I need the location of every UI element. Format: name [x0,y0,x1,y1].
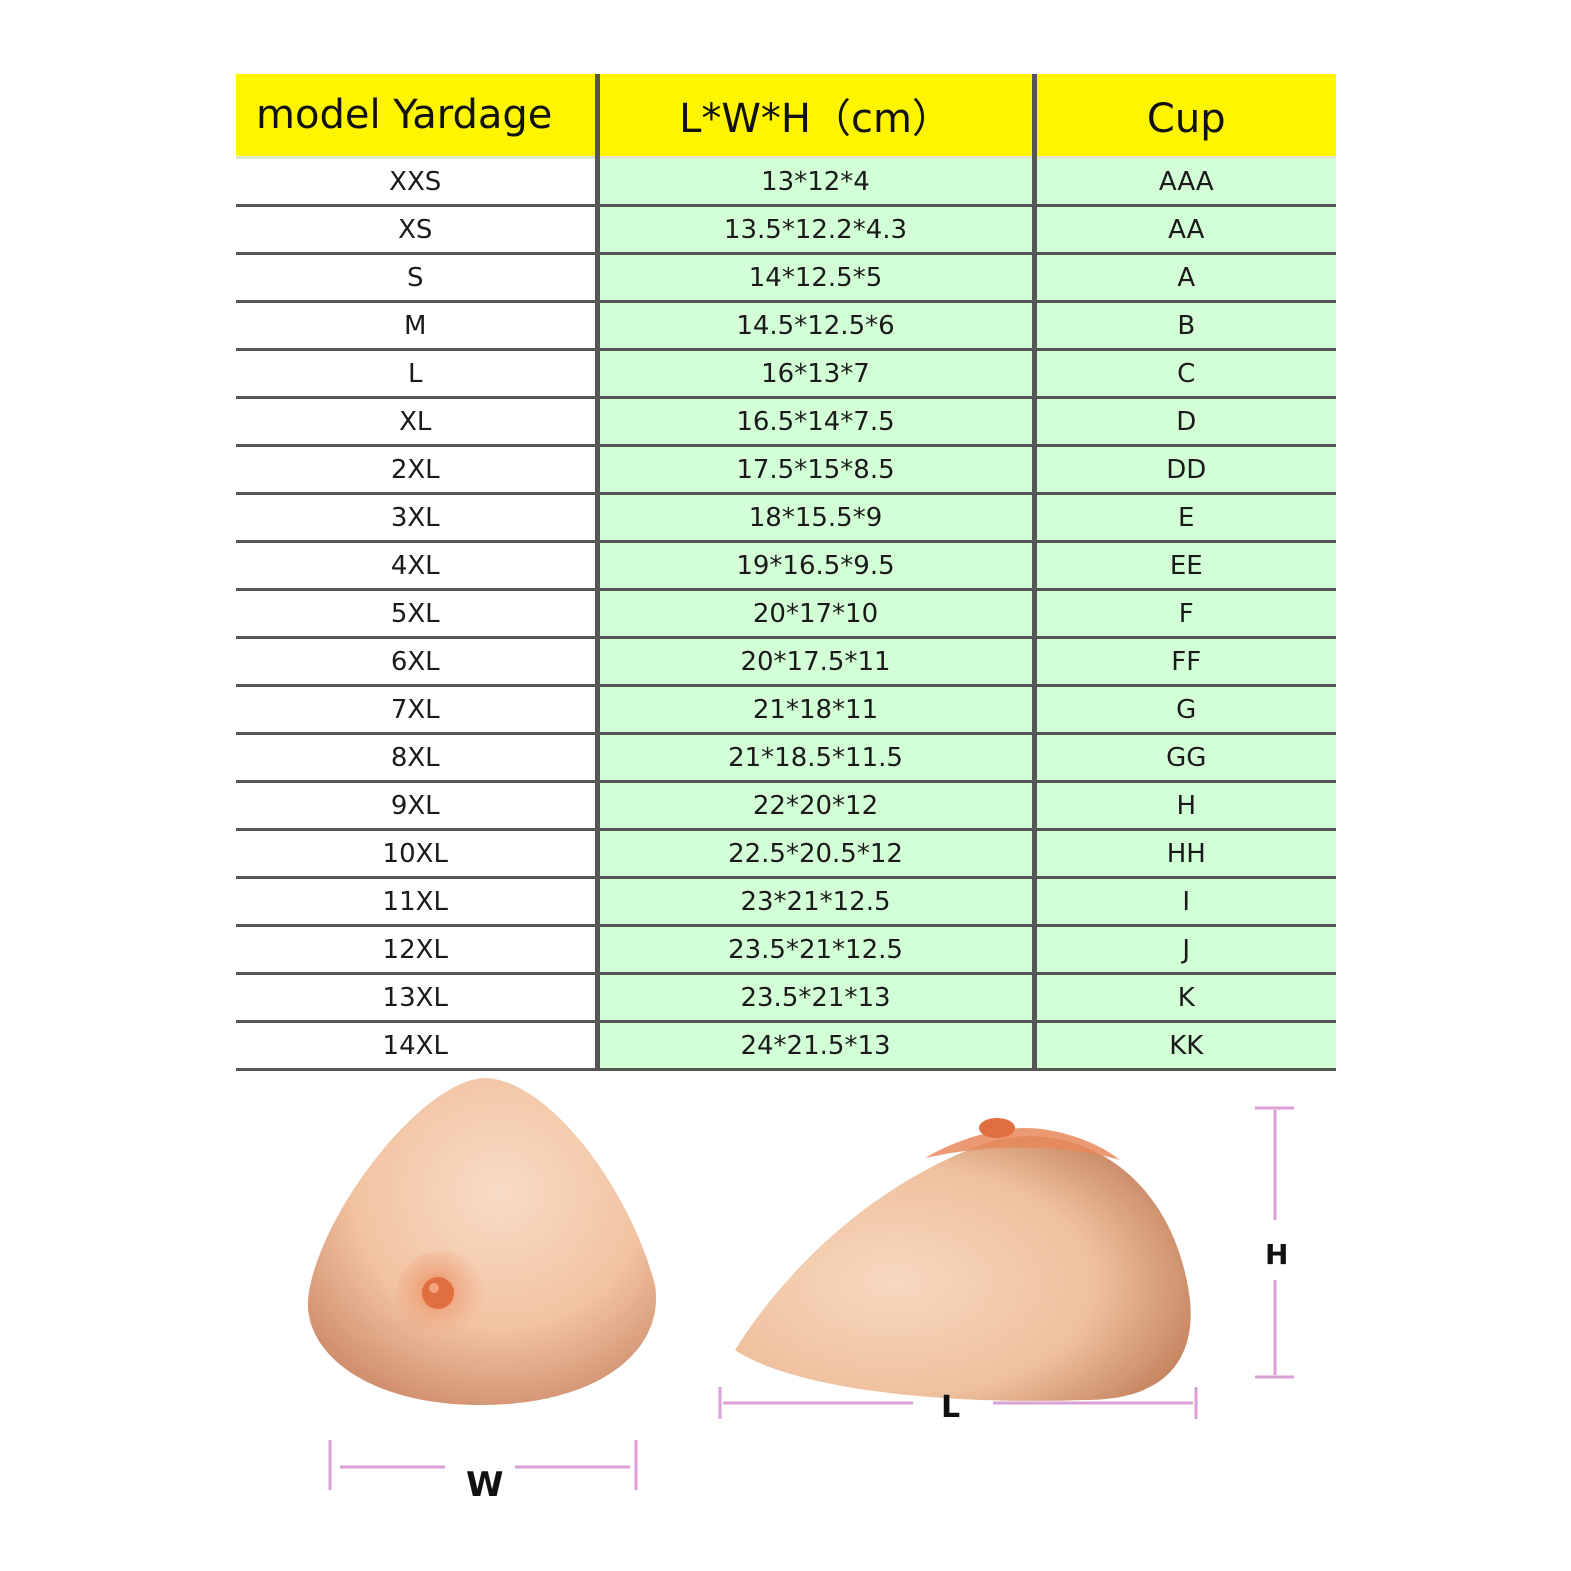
size-cell: 11XL [236,877,597,927]
front-view-photo [307,1078,657,1405]
size-cell: 10XL [236,829,597,879]
length-dimension-indicator [718,1387,1198,1419]
dimensions-cell: 18*15.5*9 [594,493,1034,543]
height-dimension-indicator [1255,1106,1294,1379]
length-label: L [941,1390,961,1425]
header-cup: Cup [1031,74,1336,159]
dimensions-cell: 16*13*7 [594,349,1034,399]
width-dimension-indicator [328,1440,638,1490]
cup-cell: K [1031,973,1336,1023]
table-row: 5XL 20*17*10 F [236,589,1336,639]
table-row: 13XL 23.5*21*13 K [236,973,1336,1023]
dimensions-cell: 20*17.5*11 [594,637,1034,687]
side-view-photo [735,1118,1191,1401]
cup-cell: D [1031,397,1336,447]
table-row: 9XL 22*20*12 H [236,781,1336,831]
size-cell: 5XL [236,589,597,639]
size-cell: 12XL [236,925,597,975]
dimensions-cell: 23.5*21*13 [594,973,1034,1023]
table-row: 7XL 21*18*11 G [236,685,1336,735]
size-chart-table: model Yardage L*W*H（cm） Cup XXS 13*12*4 AA… [236,74,1336,1071]
dimensions-cell: 20*17*10 [594,589,1034,639]
table-row: XXS 13*12*4 AAA [236,157,1336,207]
cup-cell: FF [1031,637,1336,687]
size-cell: XL [236,397,597,447]
size-cell: 2XL [236,445,597,495]
size-table-body: XXS 13*12*4 AAA XS 13.5*12.2*4.3 AA S 14*12.5*5… [236,157,1336,1071]
dimensions-cell: 21*18.5*11.5 [594,733,1034,783]
cup-cell: F [1031,589,1336,639]
dimensions-cell: 13*12*4 [594,157,1034,207]
table-row: XL 16.5*14*7.5 D [236,397,1336,447]
table-row: 8XL 21*18.5*11.5 GG [236,733,1336,783]
dimension-diagram: W L H [0,1060,1571,1571]
size-cell: S [236,253,597,303]
table-row: S 14*12.5*5 A [236,253,1336,303]
height-label: H [1265,1238,1289,1271]
table-row: 2XL 17.5*15*8.5 DD [236,445,1336,495]
size-cell: 8XL [236,733,597,783]
table-row: 14XL 24*21.5*13 KK [236,1021,1336,1071]
cup-cell: C [1031,349,1336,399]
size-cell: 3XL [236,493,597,543]
table-row: 6XL 20*17.5*11 FF [236,637,1336,687]
cup-cell: AA [1031,205,1336,255]
table-row: 10XL 22.5*20.5*12 HH [236,829,1336,879]
cup-cell: AAA [1031,157,1336,207]
width-label: W [466,1465,504,1505]
cup-cell: EE [1031,541,1336,591]
cup-cell: E [1031,493,1336,543]
cup-cell: HH [1031,829,1336,879]
cup-cell: B [1031,301,1336,351]
dimensions-cell: 22.5*20.5*12 [594,829,1034,879]
dimensions-cell: 14.5*12.5*6 [594,301,1034,351]
cup-cell: GG [1031,733,1336,783]
size-cell: 4XL [236,541,597,591]
table-row: XS 13.5*12.2*4.3 AA [236,205,1336,255]
table-row: L 16*13*7 C [236,349,1336,399]
header-dimensions: L*W*H（cm） [594,74,1034,159]
size-cell: 7XL [236,685,597,735]
cup-cell: KK [1031,1021,1336,1071]
dimensions-cell: 24*21.5*13 [594,1021,1034,1071]
dimensions-cell: 22*20*12 [594,781,1034,831]
dimensions-cell: 19*16.5*9.5 [594,541,1034,591]
size-cell: 9XL [236,781,597,831]
table-row: 12XL 23.5*21*12.5 J [236,925,1336,975]
size-cell: 13XL [236,973,597,1023]
size-cell: 6XL [236,637,597,687]
size-cell: M [236,301,597,351]
cup-cell: A [1031,253,1336,303]
cup-cell: J [1031,925,1336,975]
header-model-yardage: model Yardage [236,74,597,159]
size-cell: XXS [236,157,597,207]
dimensions-cell: 21*18*11 [594,685,1034,735]
cup-cell: H [1031,781,1336,831]
cup-cell: G [1031,685,1336,735]
dimensions-cell: 17.5*15*8.5 [594,445,1034,495]
dimensions-cell: 16.5*14*7.5 [594,397,1034,447]
table-row: M 14.5*12.5*6 B [236,301,1336,351]
size-cell: L [236,349,597,399]
dimensions-cell: 23*21*12.5 [594,877,1034,927]
table-row: 3XL 18*15.5*9 E [236,493,1336,543]
table-header-row: model Yardage L*W*H（cm） Cup [236,74,1336,159]
table-row: 4XL 19*16.5*9.5 EE [236,541,1336,591]
cup-cell: DD [1031,445,1336,495]
size-cell: XS [236,205,597,255]
dimensions-cell: 23.5*21*12.5 [594,925,1034,975]
dimensions-cell: 13.5*12.2*4.3 [594,205,1034,255]
dimensions-cell: 14*12.5*5 [594,253,1034,303]
size-cell: 14XL [236,1021,597,1071]
table-row: 11XL 23*21*12.5 I [236,877,1336,927]
cup-cell: I [1031,877,1336,927]
